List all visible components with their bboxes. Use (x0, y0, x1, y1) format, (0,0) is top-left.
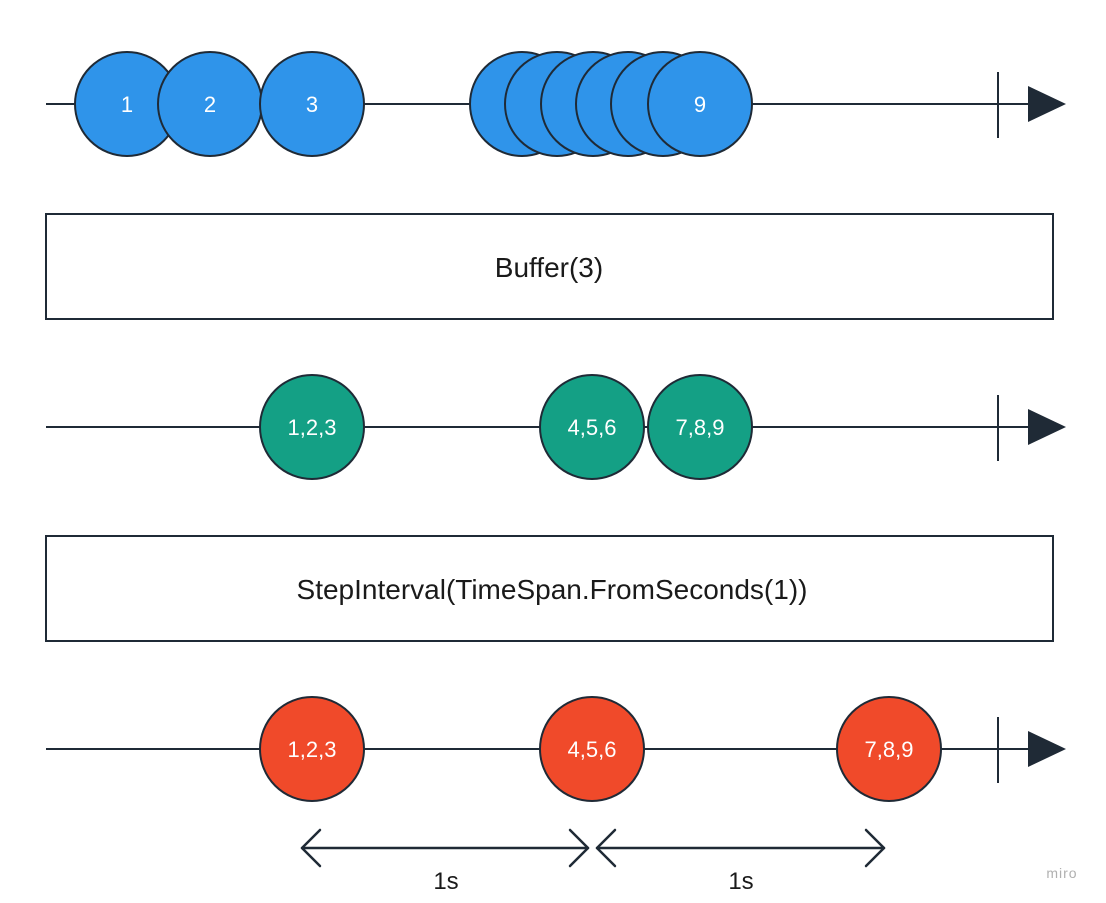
output-marble-label: 7,8,9 (865, 737, 914, 762)
interval-arrow-2 (595, 828, 886, 868)
buffered-marble-label: 1,2,3 (288, 415, 337, 440)
timeline-arrowhead (1028, 86, 1066, 122)
output-marbles: 1,2,3 4,5,6 7,8,9 (259, 696, 942, 802)
buffered-marble-label: 4,5,6 (568, 415, 617, 440)
operator-stepinterval-label: StepInterval(TimeSpan.FromSeconds(1)) (297, 574, 808, 605)
buffered-marble-label: 7,8,9 (676, 415, 725, 440)
output-marble-3: 7,8,9 (836, 696, 942, 802)
source-marbles: 1 2 3 9 (74, 51, 753, 157)
buffered-marble-2: 4,5,6 (539, 374, 645, 480)
operator-buffer-label: Buffer(3) (495, 252, 603, 283)
output-marble-label: 4,5,6 (568, 737, 617, 762)
source-marble-3: 3 (259, 51, 365, 157)
buffered-marble-3: 7,8,9 (647, 374, 753, 480)
interval-arrow-1 (300, 828, 590, 868)
buffered-marbles: 1,2,3 4,5,6 7,8,9 (259, 374, 753, 480)
miro-watermark: miro (1046, 865, 1077, 881)
timeline-arrowhead (1028, 731, 1066, 767)
timeline-arrowhead (1028, 409, 1066, 445)
buffered-marble-1: 1,2,3 (259, 374, 365, 480)
source-marble-label: 3 (306, 92, 318, 117)
output-marble-1: 1,2,3 (259, 696, 365, 802)
source-marble-2: 2 (157, 51, 263, 157)
source-marble-label: 9 (694, 92, 706, 117)
interval-label-1: 1s (433, 868, 458, 895)
source-marble-label: 1 (121, 92, 133, 117)
output-marble-2: 4,5,6 (539, 696, 645, 802)
source-marble-label: 2 (204, 92, 216, 117)
interval-label-2: 1s (728, 868, 753, 895)
operator-stepinterval-box: StepInterval(TimeSpan.FromSeconds(1)) (45, 535, 1054, 642)
operator-buffer-box: Buffer(3) (45, 213, 1054, 320)
source-marble-9: 9 (647, 51, 753, 157)
output-marble-label: 1,2,3 (288, 737, 337, 762)
